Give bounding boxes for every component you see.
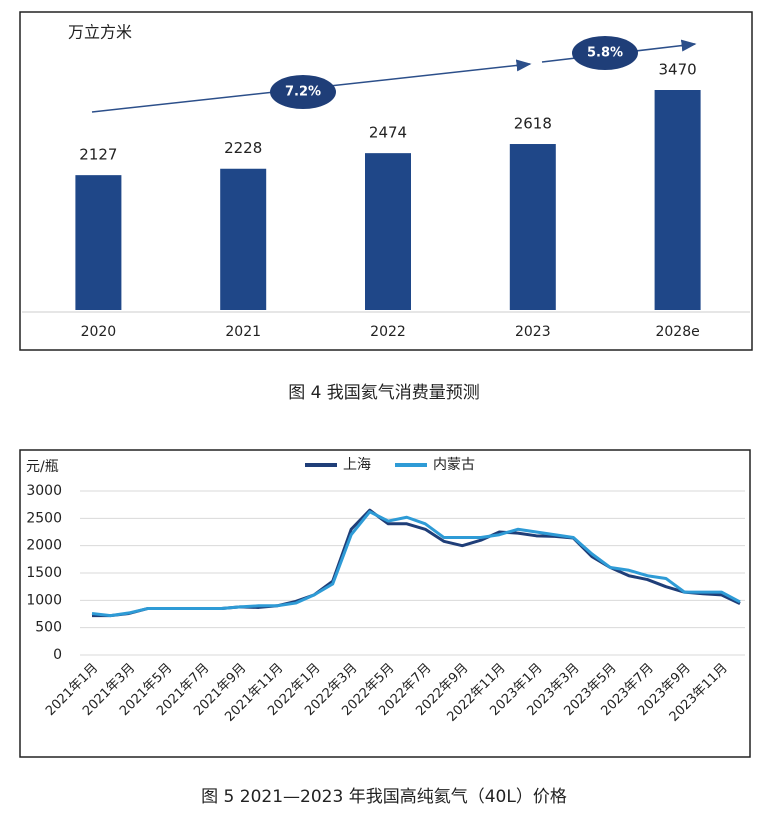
annotation: 7.2% — [285, 85, 321, 100]
y-tick-label: 1000 — [26, 592, 62, 608]
x-tick-label: 2023 — [515, 324, 551, 340]
annotation-badge — [270, 75, 336, 109]
data-label: 2474 — [369, 124, 407, 142]
y-tick-label: 500 — [35, 620, 62, 636]
y-tick-label: 0 — [53, 647, 62, 663]
bar — [654, 90, 701, 310]
bar — [220, 168, 267, 310]
chart-frame — [19, 11, 753, 351]
x-tick-label: 2021 — [225, 324, 261, 340]
y-tick-label: 2500 — [26, 510, 62, 526]
series-line — [91, 510, 741, 618]
unit-label: 万立方米 — [68, 23, 132, 42]
data-label: 3470 — [659, 61, 697, 79]
chart-frame — [19, 449, 751, 758]
y-tick-label: 1500 — [26, 565, 62, 581]
annotation: 5.8% — [587, 46, 623, 61]
caption: 图 4 我国氦气消费量预测 — [288, 383, 480, 403]
caption: 图 5 2021—2023 年我国高纯氦气（40L）价格 — [201, 787, 567, 807]
x-tick-label: 2028e — [655, 324, 699, 340]
bar — [75, 175, 122, 310]
y-tick-label: 3000 — [26, 483, 62, 499]
legend-label: 内蒙古 — [433, 457, 475, 473]
legend-label: 上海 — [343, 457, 371, 473]
series-line — [92, 508, 741, 618]
bar — [365, 153, 411, 310]
x-tick-label: 2020 — [81, 324, 117, 340]
x-tick-label: 2022 — [370, 324, 406, 340]
data-label: 2228 — [224, 139, 262, 157]
unit-label: 元/瓶 — [26, 459, 59, 475]
y-tick-label: 2000 — [26, 538, 62, 554]
data-label: 2127 — [79, 146, 117, 164]
data-label: 2618 — [514, 115, 552, 133]
bar — [509, 144, 556, 310]
annotation-badge — [572, 36, 638, 70]
